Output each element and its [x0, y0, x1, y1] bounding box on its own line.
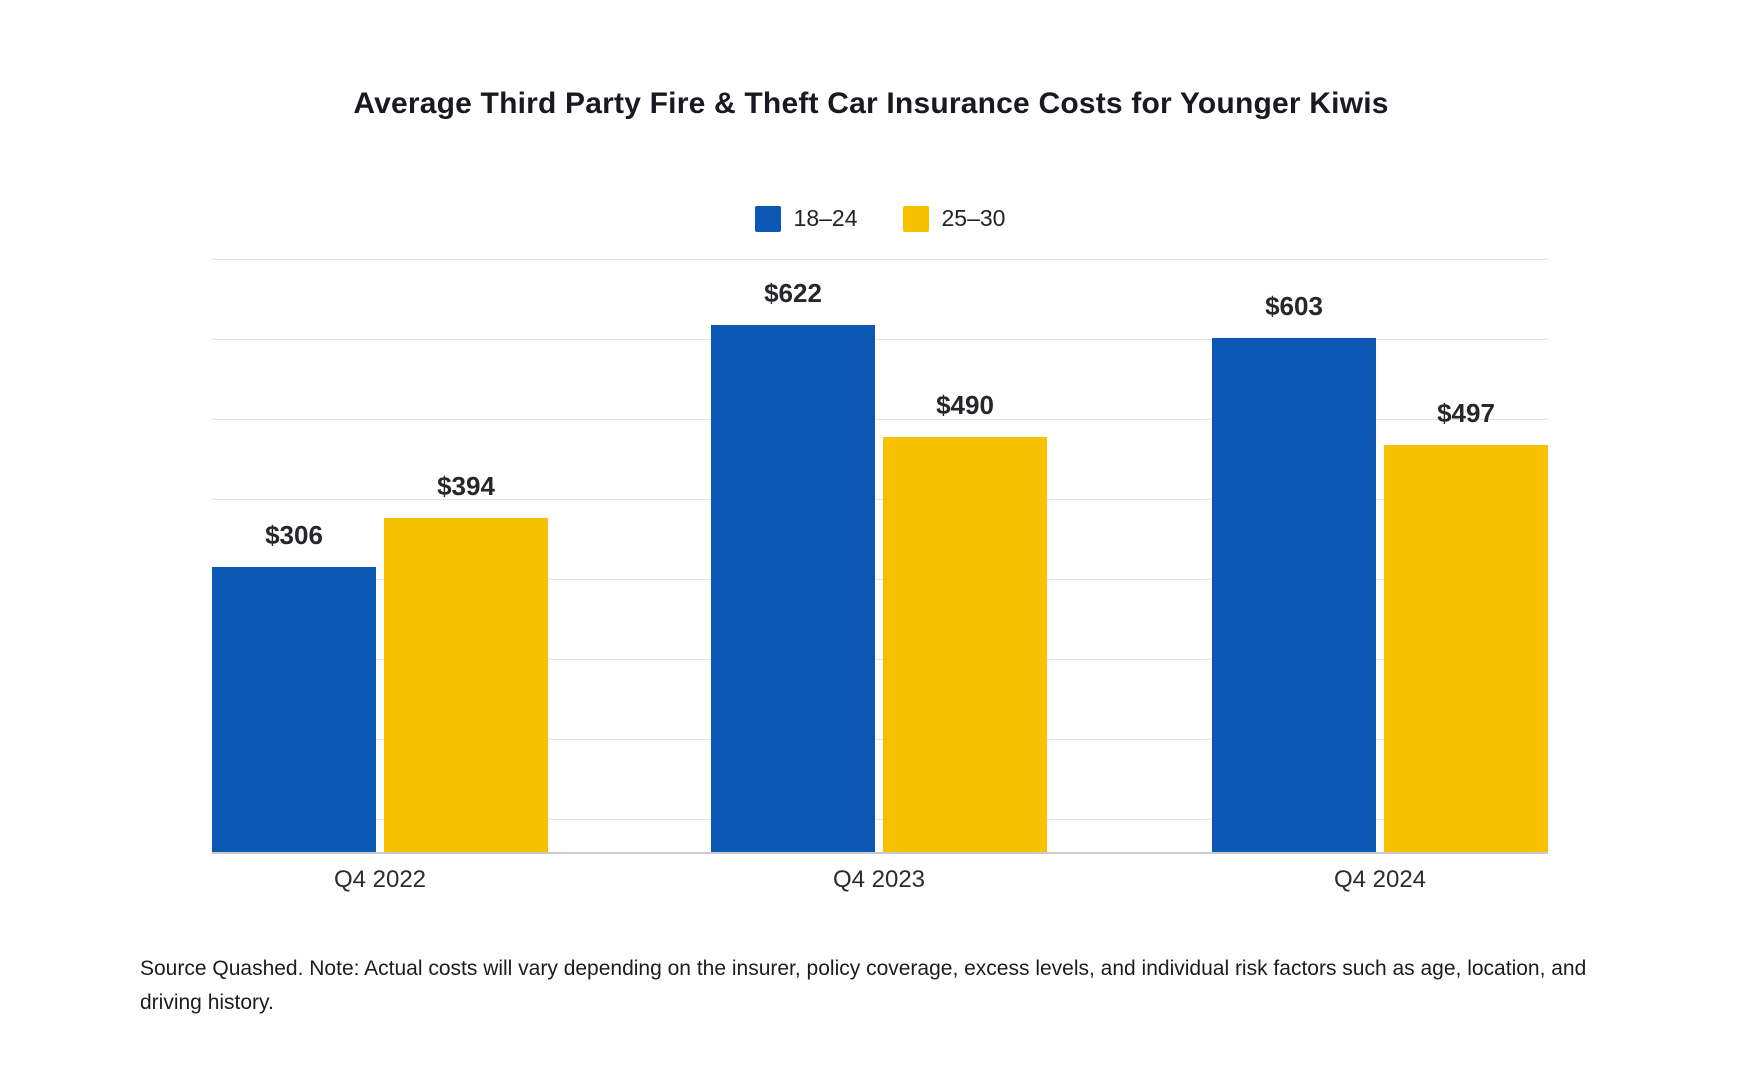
gridline-2	[212, 419, 1548, 420]
chart-title: Average Third Party Fire & Theft Car Ins…	[353, 87, 1389, 120]
bar-value-label: $622	[764, 278, 822, 308]
legend-item-2530: 25–30	[902, 205, 1006, 232]
x-axis-label-q4-2022: Q4 2022	[333, 866, 427, 893]
x-axis-label-q4-2024: Q4 2024	[1333, 866, 1427, 893]
gridline-0	[212, 259, 1548, 260]
legend-item-1824: 18–24	[754, 205, 858, 232]
chart-legend: 18–24 25–30	[212, 205, 1548, 232]
x-axis-label-q4-2023: Q4 2023	[832, 866, 926, 893]
legend-swatch-icon	[902, 205, 929, 232]
bar-1824-q4-2024	[1212, 338, 1376, 852]
legend-label: 25–30	[941, 205, 1006, 231]
gridline-1	[212, 339, 1548, 340]
bar-2530-q4-2022	[384, 518, 548, 852]
gridline-5	[212, 659, 1548, 660]
gridline-6	[212, 739, 1548, 740]
bar-value-label: $603	[1265, 291, 1323, 321]
bar-value-label: $306	[265, 520, 323, 550]
bar-value-label: $490	[936, 390, 994, 420]
legend-label: 18–24	[793, 205, 858, 231]
source-footnote: Source Quashed. Note: Actual costs will …	[140, 957, 1587, 1014]
bar-1824-q4-2022	[212, 567, 376, 852]
gridline-7	[212, 819, 1548, 820]
bar-2530-q4-2024	[1384, 445, 1548, 852]
bar-value-label: $497	[1437, 398, 1495, 428]
bar-1824-q4-2023	[711, 325, 875, 852]
bar-value-label: $394	[437, 471, 495, 501]
plot-area: $306 $394 $622 $490 $603 $497	[212, 257, 1548, 854]
gridline-4	[212, 579, 1548, 580]
bar-2530-q4-2023	[883, 437, 1047, 852]
legend-swatch-icon	[754, 205, 781, 232]
gridline-3	[212, 499, 1548, 500]
